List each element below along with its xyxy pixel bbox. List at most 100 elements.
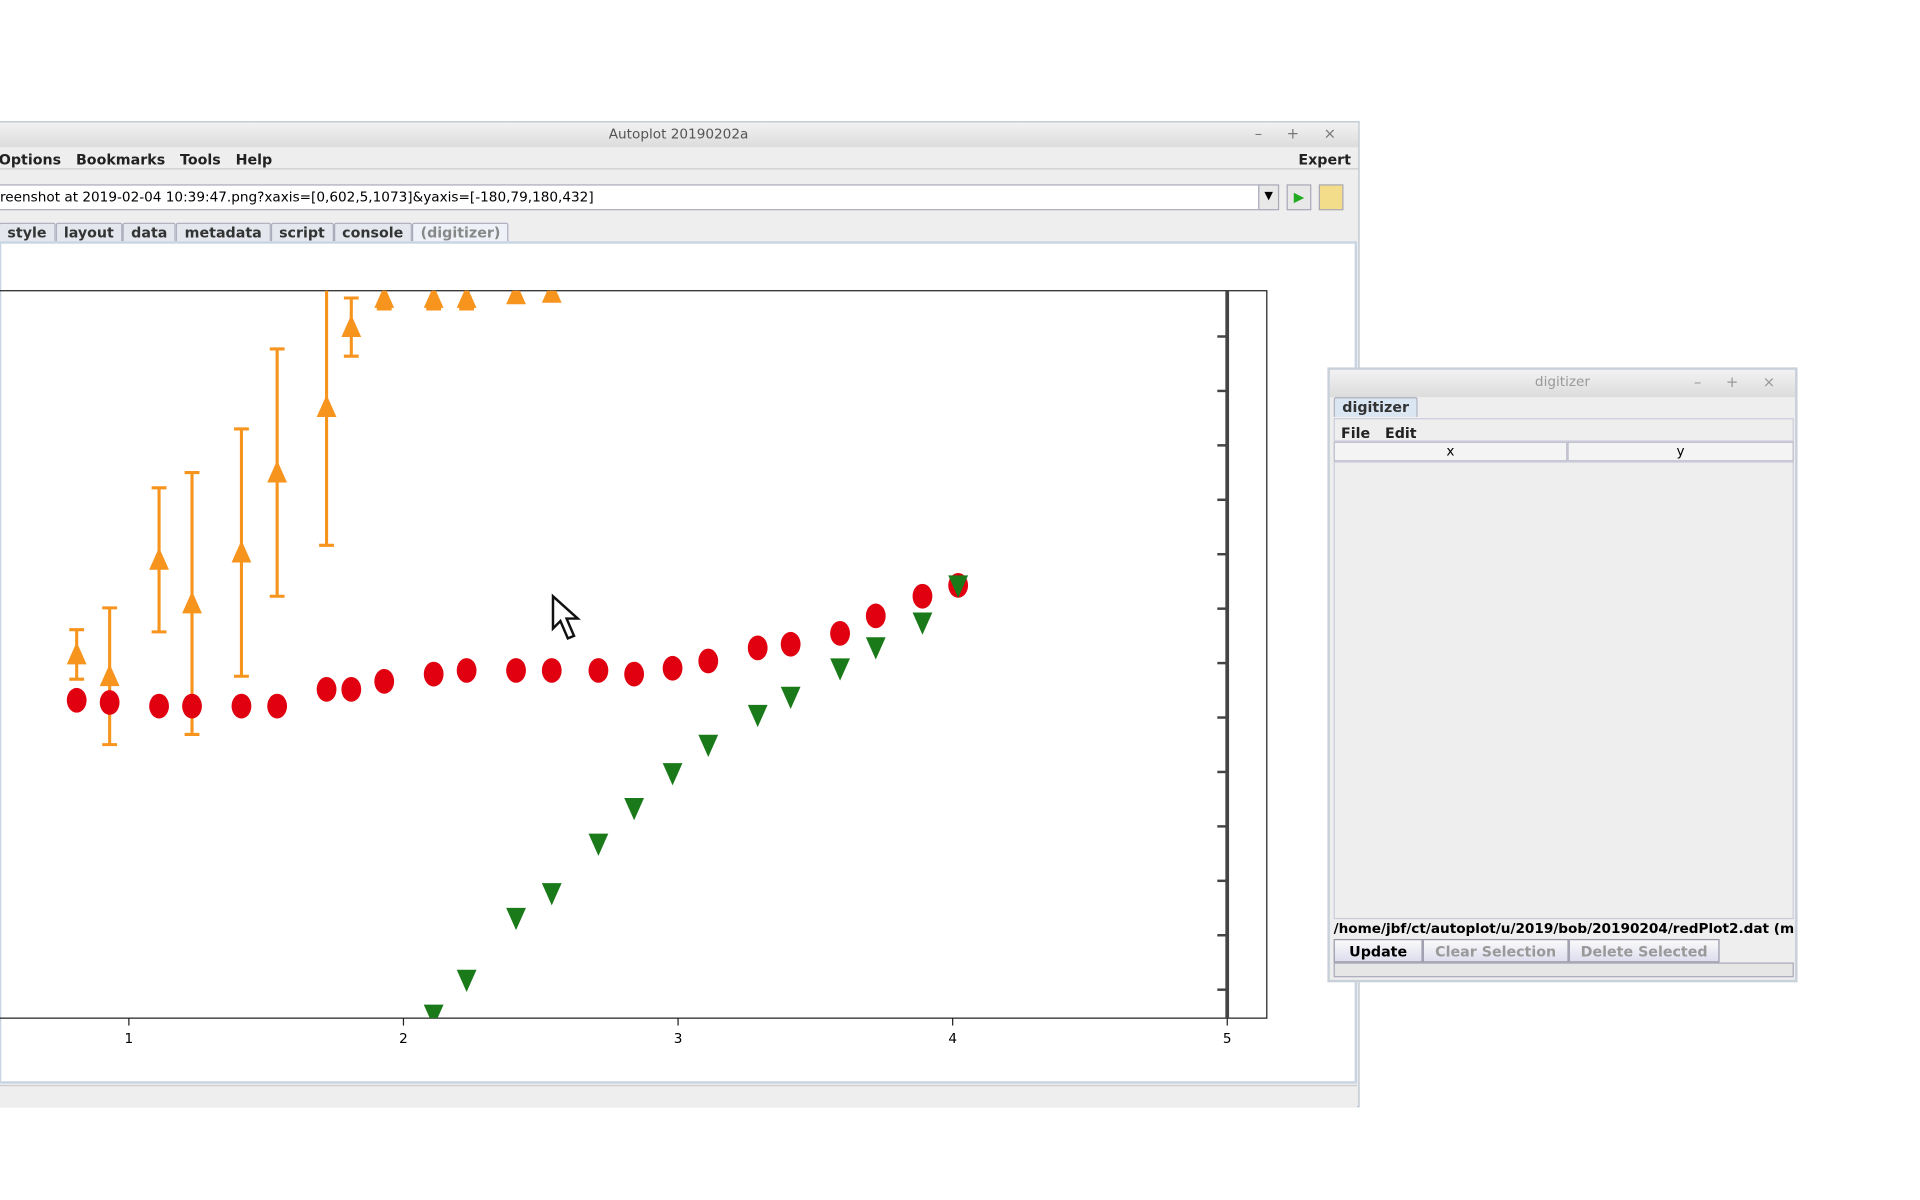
point: [624, 661, 645, 687]
x-tick-label: 5: [1223, 1031, 1232, 1047]
column-header[interactable]: y: [1567, 441, 1794, 462]
point: [865, 637, 886, 660]
button[interactable]: Update: [1333, 938, 1423, 963]
tab-bar: style layout data metadata script console (dig…: [0, 219, 510, 244]
point: [662, 763, 683, 786]
x-tick-label: 1: [125, 1031, 134, 1047]
point: [588, 833, 609, 856]
point: [99, 690, 120, 715]
tab[interactable]: data: [122, 222, 177, 244]
point: [588, 658, 609, 683]
point: [456, 290, 477, 308]
expert-menu[interactable]: Expert: [1298, 150, 1351, 169]
point: [541, 658, 562, 683]
point: [698, 734, 719, 758]
column-header[interactable]: x: [1333, 441, 1568, 462]
point: [912, 612, 933, 635]
tab[interactable]: metadata: [176, 222, 271, 244]
button[interactable]: Delete Selected: [1568, 938, 1720, 963]
point: [267, 460, 288, 483]
tab[interactable]: (digitizer): [411, 222, 510, 244]
point: [66, 687, 87, 713]
point: [948, 575, 969, 598]
point: [182, 693, 202, 719]
point: [316, 676, 337, 702]
point: [341, 676, 362, 702]
window-controls[interactable]: – + ×: [1693, 373, 1786, 391]
point: [541, 883, 562, 906]
point: [316, 394, 337, 418]
point: [624, 798, 645, 821]
point: [780, 686, 801, 709]
plot-frame: [0, 290, 1268, 1019]
point: [456, 969, 477, 992]
point: [456, 658, 477, 683]
menu-item[interactable]: File: [1341, 424, 1371, 442]
cursor: [551, 593, 581, 640]
point: [506, 907, 526, 931]
url-field[interactable]: reenshot at 2019-02-04 10:39:47.png?xaxi…: [0, 184, 1261, 211]
point: [662, 655, 683, 681]
digitizer-tab[interactable]: digitizer: [1333, 397, 1418, 417]
x-tick-label: 3: [674, 1031, 683, 1047]
point: [830, 620, 850, 646]
menu-item[interactable]: Bookmarks: [75, 150, 166, 169]
point: [747, 704, 768, 728]
point: [182, 591, 202, 614]
menu-item[interactable]: Options: [0, 150, 62, 169]
point: [149, 547, 169, 570]
point: [231, 540, 252, 563]
menu-item[interactable]: Help: [235, 150, 273, 169]
tab[interactable]: style: [0, 222, 56, 244]
file-path: /home/jbf/ct/autoplot/u/2019/bob/2019020…: [1333, 920, 1794, 937]
point: [830, 658, 850, 681]
menu-bar: File Edit: [1333, 418, 1794, 442]
menu-bar: Options Bookmarks Tools Help: [0, 147, 1359, 170]
point: [231, 693, 252, 719]
point: [780, 631, 801, 657]
open-button[interactable]: [1318, 184, 1344, 211]
tab[interactable]: layout: [55, 222, 123, 244]
point: [506, 658, 526, 683]
window-controls[interactable]: – + ×: [1254, 124, 1346, 143]
point: [698, 648, 719, 674]
data-layer: [66, 290, 969, 1019]
scrollbar[interactable]: [1333, 962, 1794, 978]
dropdown-button[interactable]: ▼: [1258, 184, 1280, 211]
menu-item[interactable]: Edit: [1385, 424, 1417, 442]
point: [374, 668, 395, 694]
point: [423, 290, 444, 308]
button-row: Update Clear Selection Delete Selected: [1333, 938, 1720, 963]
point: [374, 290, 395, 308]
button[interactable]: Clear Selection: [1422, 938, 1569, 963]
tab[interactable]: script: [270, 222, 334, 244]
point: [267, 693, 288, 719]
x-tick-label: 4: [948, 1031, 957, 1047]
title-bar: digitizer: [1329, 369, 1796, 398]
table-body: [1333, 461, 1794, 920]
tab[interactable]: console: [333, 222, 412, 244]
x-tick-label: 2: [399, 1031, 408, 1047]
menu-bar-right: Expert: [1298, 147, 1351, 171]
go-button[interactable]: ▶: [1286, 184, 1312, 211]
point: [149, 693, 169, 719]
point: [423, 1004, 444, 1019]
status-bar: [0, 1084, 1358, 1108]
point: [506, 290, 526, 305]
point: [541, 290, 562, 303]
main-window: Autoplot 20190202a – + × Options Bookmark…: [0, 121, 1360, 1108]
point: [99, 663, 120, 687]
point: [66, 642, 87, 665]
point: [865, 603, 886, 629]
title-bar: Autoplot 20190202a: [0, 122, 1359, 148]
point: [423, 661, 444, 687]
point: [747, 635, 768, 661]
point: [912, 583, 933, 609]
menu-item[interactable]: Tools: [180, 150, 221, 169]
point: [341, 314, 362, 337]
